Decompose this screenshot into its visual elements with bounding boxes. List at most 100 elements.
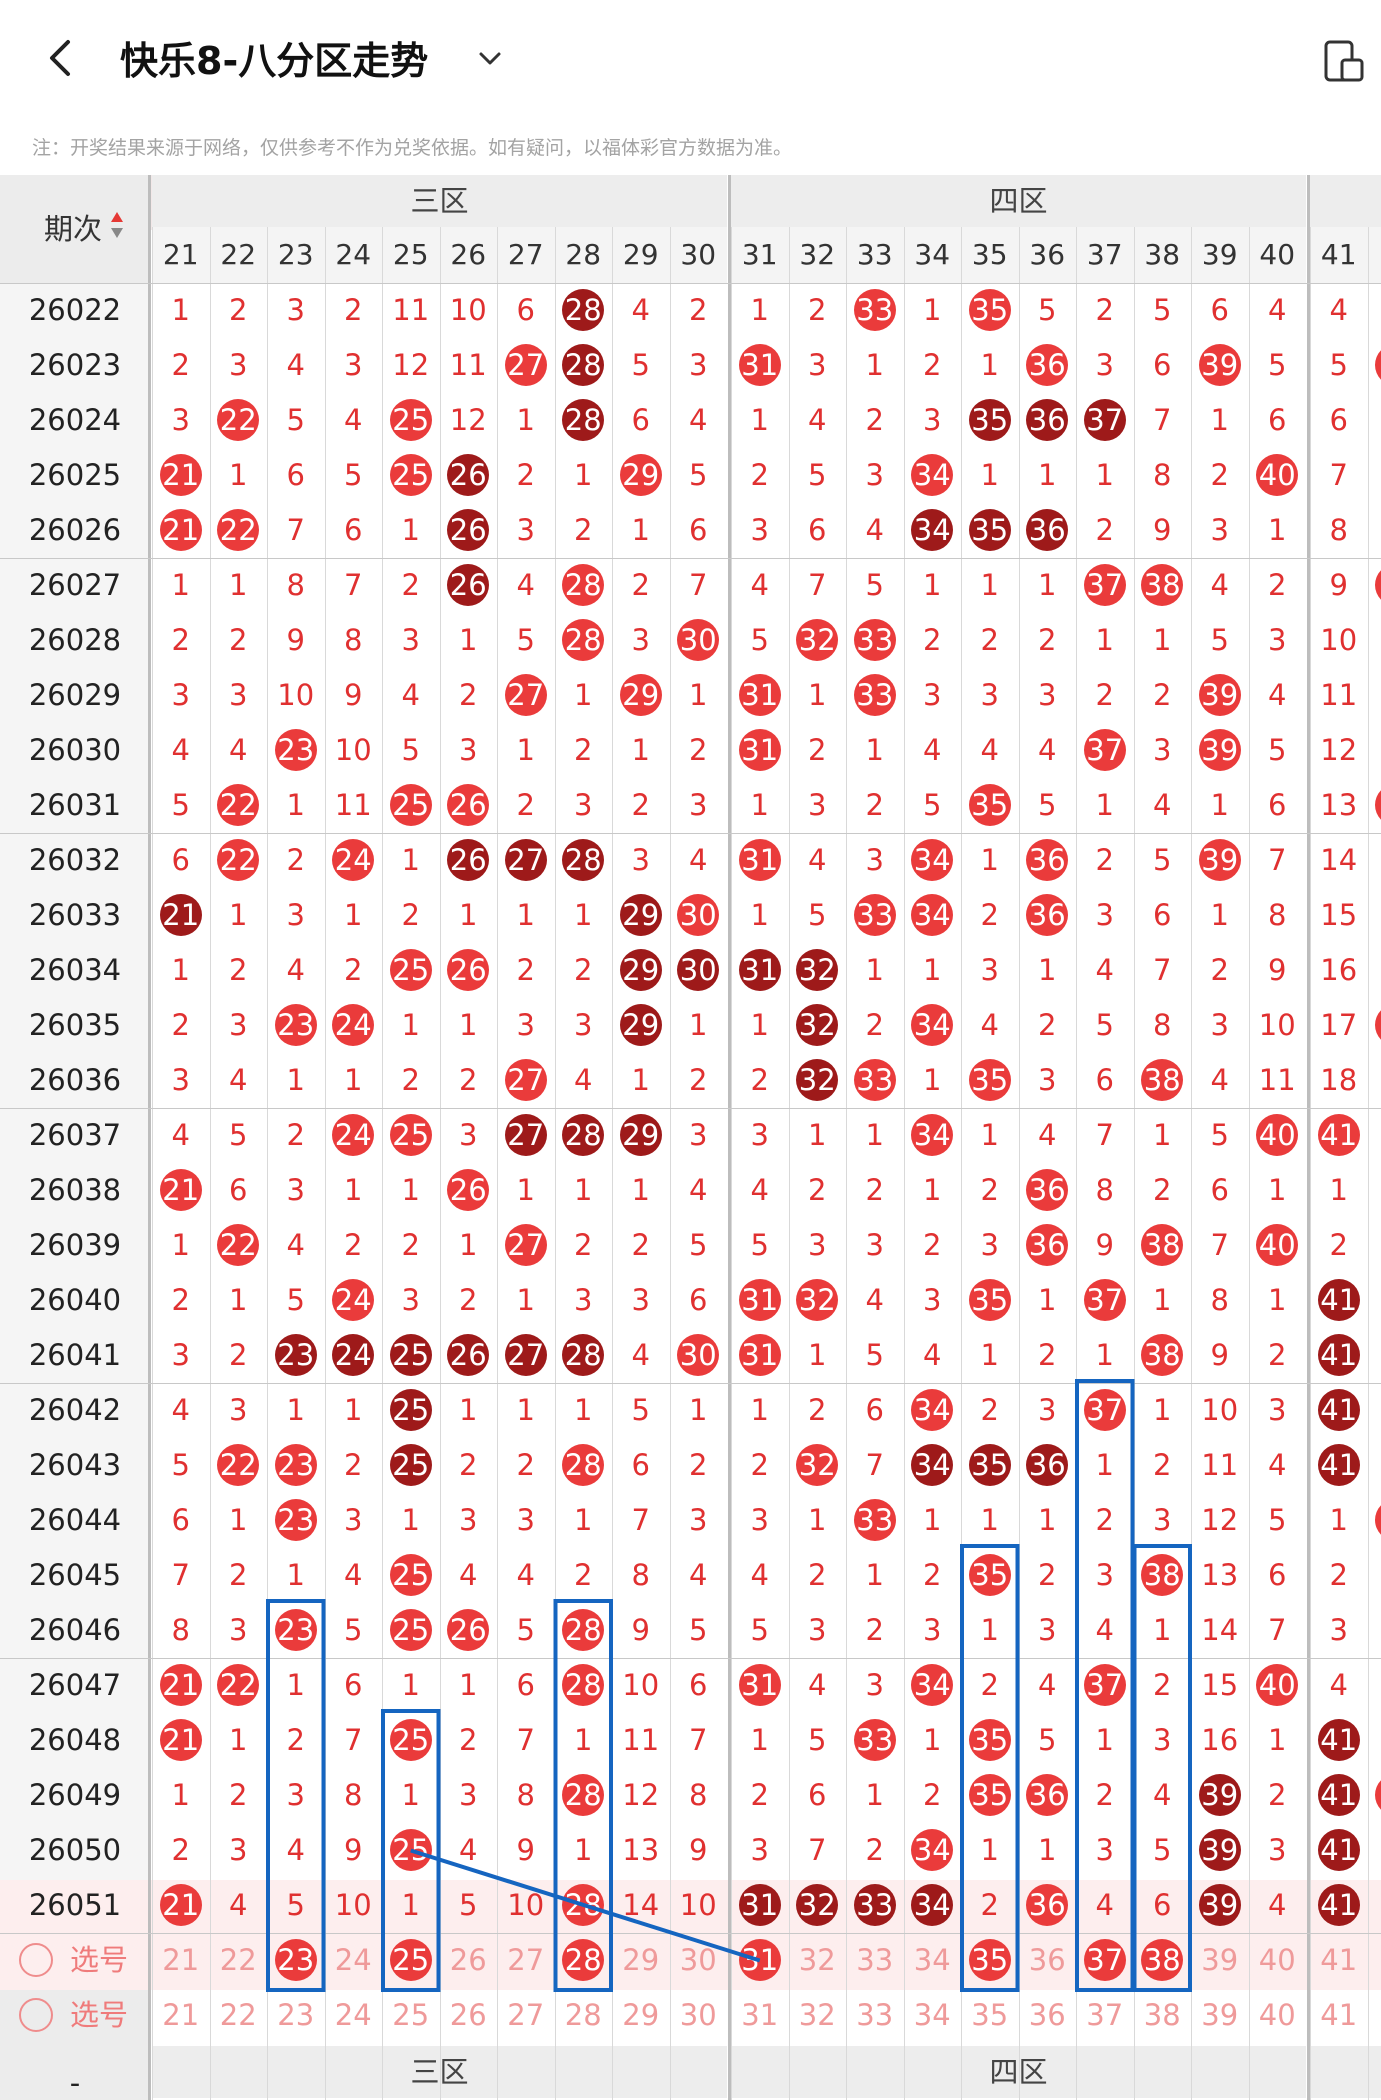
ball-41[interactable]: 41 <box>1317 1884 1360 1926</box>
ball-29[interactable]: 29 <box>619 1004 662 1046</box>
ball-25[interactable]: 25 <box>389 1554 432 1596</box>
ball-21[interactable]: 21 <box>159 509 202 551</box>
ball-25[interactable]: 25 <box>389 1389 432 1431</box>
ball-37[interactable]: 37 <box>1083 399 1126 441</box>
pick-number-41[interactable]: 41 <box>1320 1943 1358 1977</box>
pick-number-28[interactable]: 28 <box>564 1998 602 2032</box>
tablet-icon[interactable] <box>1320 38 1366 84</box>
ball-34[interactable]: 34 <box>911 894 954 936</box>
ball-34[interactable]: 34 <box>911 1664 954 1706</box>
ball-39[interactable]: 39 <box>1198 1829 1241 1871</box>
pick-number-40[interactable]: 40 <box>1258 1943 1296 1977</box>
ball-26[interactable]: 26 <box>447 509 490 551</box>
ball-29[interactable]: 29 <box>619 674 662 716</box>
ball-28[interactable]: 28 <box>562 619 605 661</box>
ball-37[interactable]: 37 <box>1083 564 1126 606</box>
ball-21[interactable]: 21 <box>159 894 202 936</box>
chevron-left-icon[interactable] <box>40 36 84 80</box>
ball-40[interactable]: 40 <box>1256 1224 1299 1266</box>
ball-4[interactable]: 4 <box>1375 1004 1381 1046</box>
ball-41[interactable]: 41 <box>1317 1829 1360 1871</box>
ball-39[interactable]: 39 <box>1198 674 1241 716</box>
pick-ball-37[interactable]: 37 <box>1083 1939 1126 1981</box>
ball-41[interactable]: 41 <box>1317 1389 1360 1431</box>
trend-table[interactable]: 期次 三区 四区 21 22 23 24 25 26 27 28 29 30 31 32 33 34 35 36 37… <box>0 175 1381 2100</box>
ball-30[interactable]: 30 <box>677 949 720 991</box>
ball-36[interactable]: 36 <box>1026 894 1069 936</box>
ball-40[interactable]: 40 <box>1256 1114 1299 1156</box>
ball-22[interactable]: 22 <box>217 509 260 551</box>
ball-25[interactable]: 25 <box>389 949 432 991</box>
period-column-header[interactable]: 期次 <box>0 175 150 283</box>
ball-24[interactable]: 24 <box>332 1004 375 1046</box>
ball-33[interactable]: 33 <box>853 1059 896 1101</box>
ball-24[interactable]: 24 <box>332 839 375 881</box>
ball-36[interactable]: 36 <box>1026 1224 1069 1266</box>
ball-33[interactable]: 33 <box>853 674 896 716</box>
ball-4[interactable]: 4 <box>1375 784 1381 826</box>
pick-ball-23[interactable]: 23 <box>274 1939 317 1981</box>
ball-21[interactable]: 21 <box>159 454 202 496</box>
pick-ball-35[interactable]: 35 <box>968 1939 1011 1981</box>
ball-35[interactable]: 35 <box>968 289 1011 331</box>
pick-ball-28[interactable]: 28 <box>562 1939 605 1981</box>
ball-23[interactable]: 23 <box>274 1499 317 1541</box>
ball-22[interactable]: 22 <box>217 1224 260 1266</box>
ball-26[interactable]: 26 <box>447 564 490 606</box>
ball-32[interactable]: 32 <box>796 1004 839 1046</box>
ball-28[interactable]: 28 <box>562 344 605 386</box>
ball-24[interactable]: 24 <box>332 1334 375 1376</box>
pick-number-33[interactable]: 33 <box>856 1998 894 2032</box>
ball-36[interactable]: 36 <box>1026 1884 1069 1926</box>
ball-23[interactable]: 23 <box>274 1334 317 1376</box>
ball-36[interactable]: 36 <box>1026 839 1069 881</box>
ball-30[interactable]: 30 <box>677 894 720 936</box>
ball-34[interactable]: 34 <box>911 839 954 881</box>
ball-28[interactable]: 28 <box>562 289 605 331</box>
ball-33[interactable]: 33 <box>853 1884 896 1926</box>
ball-35[interactable]: 35 <box>968 784 1011 826</box>
ball-37[interactable]: 37 <box>1083 1279 1126 1321</box>
ball-31[interactable]: 31 <box>738 949 781 991</box>
ball-33[interactable]: 33 <box>853 1719 896 1761</box>
ball-39[interactable]: 39 <box>1198 1884 1241 1926</box>
ball-32[interactable]: 32 <box>796 1444 839 1486</box>
pick-number-25[interactable]: 25 <box>392 1998 430 2032</box>
ball-33[interactable]: 33 <box>853 619 896 661</box>
ball-36[interactable]: 36 <box>1026 509 1069 551</box>
ball-25[interactable]: 25 <box>389 1829 432 1871</box>
ball-23[interactable]: 23 <box>274 1609 317 1651</box>
ball-30[interactable]: 30 <box>677 619 720 661</box>
ball-35[interactable]: 35 <box>968 1774 1011 1816</box>
ball-25[interactable]: 25 <box>389 1444 432 1486</box>
ball-36[interactable]: 36 <box>1026 344 1069 386</box>
pick-number-24[interactable]: 24 <box>334 1943 372 1977</box>
ball-23[interactable]: 23 <box>274 1444 317 1486</box>
ball-31[interactable]: 31 <box>738 674 781 716</box>
ball-36[interactable]: 36 <box>1026 1774 1069 1816</box>
ball-37[interactable]: 37 <box>1083 1664 1126 1706</box>
ball-35[interactable]: 35 <box>968 1279 1011 1321</box>
ball-33[interactable]: 33 <box>853 894 896 936</box>
ball-23[interactable]: 23 <box>274 729 317 771</box>
pick-number-27[interactable]: 27 <box>507 1943 545 1977</box>
pick-ball-38[interactable]: 38 <box>1141 1939 1184 1981</box>
ball-34[interactable]: 34 <box>911 1884 954 1926</box>
pick-number-34[interactable]: 34 <box>913 1998 951 2032</box>
ball-41[interactable]: 41 <box>1317 1279 1360 1321</box>
pick-number-39[interactable]: 39 <box>1201 1998 1239 2032</box>
ball-25[interactable]: 25 <box>389 1609 432 1651</box>
ball-22[interactable]: 22 <box>217 1664 260 1706</box>
ball-31[interactable]: 31 <box>738 729 781 771</box>
pick-number-24[interactable]: 24 <box>334 1998 372 2032</box>
ball-31[interactable]: 31 <box>738 1279 781 1321</box>
pick-number-29[interactable]: 29 <box>622 1943 660 1977</box>
ball-31[interactable]: 31 <box>738 1884 781 1926</box>
ball-31[interactable]: 31 <box>738 839 781 881</box>
ball-35[interactable]: 35 <box>968 1719 1011 1761</box>
ball-29[interactable]: 29 <box>619 454 662 496</box>
ball-4[interactable]: 4 <box>1375 564 1381 606</box>
ball-22[interactable]: 22 <box>217 1444 260 1486</box>
ball-25[interactable]: 25 <box>389 1719 432 1761</box>
ball-27[interactable]: 27 <box>504 344 547 386</box>
